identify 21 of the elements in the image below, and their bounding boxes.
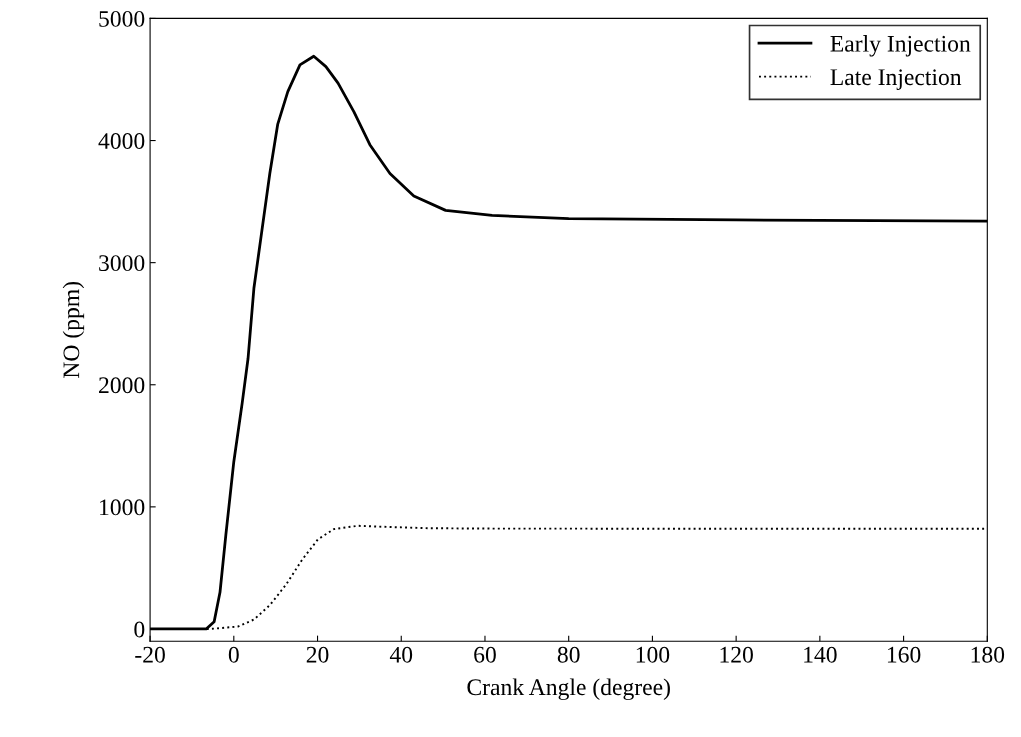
x-tick-label: 60 xyxy=(474,646,496,663)
x-tick-label: 120 xyxy=(720,646,753,663)
y-tick-label: 4000 xyxy=(98,133,145,149)
y-tick-label: 0 xyxy=(134,621,145,638)
legend-label: Early Injection xyxy=(830,35,971,57)
x-tick-label: -20 xyxy=(135,646,165,663)
x-tick-label: 100 xyxy=(636,646,670,663)
x-tick-label: 80 xyxy=(557,646,580,663)
y-axis-title: NO (ppm) xyxy=(62,281,85,378)
y-tick-label: 1000 xyxy=(100,499,145,516)
x-axis-title: Crank Angle (degree) xyxy=(467,678,670,701)
y-tick-label: 2000 xyxy=(99,377,145,394)
y-tick-label: 3000 xyxy=(99,255,145,272)
y-tick-label: 5000 xyxy=(99,10,145,27)
x-tick-label: 140 xyxy=(804,646,837,663)
legend-label: Late Injection xyxy=(830,69,962,90)
x-tick-label: 160 xyxy=(887,646,921,663)
x-tick-label: 40 xyxy=(389,646,413,663)
x-tick-label: 180 xyxy=(971,646,1005,663)
x-tick-label: 20 xyxy=(306,646,329,663)
x-tick-label: 0 xyxy=(228,646,239,663)
